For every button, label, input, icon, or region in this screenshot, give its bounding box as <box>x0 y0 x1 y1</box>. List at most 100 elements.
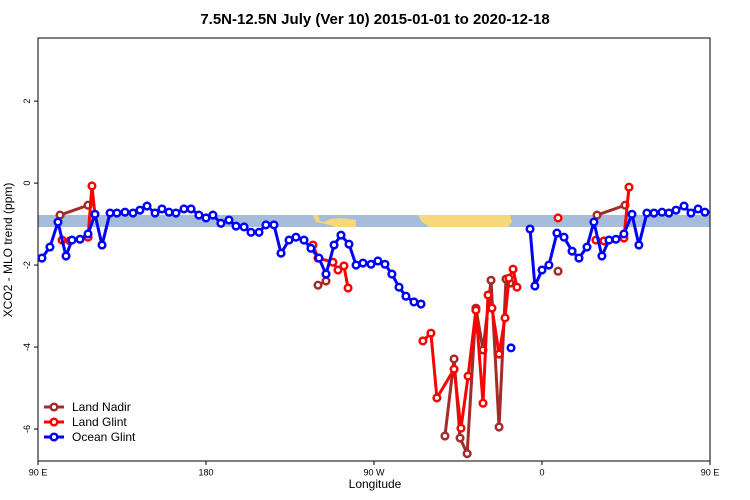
data-point <box>171 208 181 218</box>
data-point <box>112 208 122 218</box>
data-point <box>409 297 419 307</box>
data-point <box>246 227 256 237</box>
data-point <box>53 217 63 227</box>
data-point <box>418 336 428 346</box>
data-point <box>582 242 592 252</box>
data-point <box>537 265 547 275</box>
data-point <box>486 275 496 285</box>
data-point <box>462 449 472 459</box>
data-point <box>432 393 442 403</box>
data-point <box>351 260 361 270</box>
data-point <box>142 201 152 211</box>
data-point <box>449 364 459 374</box>
data-point <box>373 256 383 266</box>
y-tick-label: 2 <box>22 99 32 104</box>
legend-label: Land Glint <box>72 415 127 429</box>
data-point <box>634 240 644 250</box>
data-point <box>164 207 174 217</box>
legend-label: Land Nadir <box>72 400 131 414</box>
data-point <box>525 224 535 234</box>
data-point <box>150 208 160 218</box>
data-point <box>179 204 189 214</box>
data-point <box>494 422 504 432</box>
data-point <box>455 433 465 443</box>
data-point <box>380 259 390 269</box>
data-point <box>559 232 569 242</box>
data-point <box>55 210 65 220</box>
legend-marker <box>49 417 59 427</box>
data-point <box>494 349 504 359</box>
data-point <box>344 239 354 249</box>
series <box>55 200 630 459</box>
data-point <box>194 210 204 220</box>
data-point <box>224 215 234 225</box>
y-tick-label: -2 <box>22 261 32 269</box>
data-point <box>553 266 563 276</box>
x-tick-label: 90 E <box>29 467 48 477</box>
data-point <box>604 235 614 245</box>
x-axis-label: Longitude <box>349 477 402 491</box>
data-point <box>87 181 97 191</box>
data-point <box>686 208 696 218</box>
data-point <box>449 354 459 364</box>
data-point <box>553 213 563 223</box>
data-point <box>45 242 55 252</box>
data-point <box>440 431 450 441</box>
data-point <box>693 204 703 214</box>
data-point <box>679 201 689 211</box>
data-point <box>90 209 100 219</box>
data-point <box>314 253 324 263</box>
data-point <box>483 290 493 300</box>
data-point <box>504 273 514 283</box>
data-point <box>269 220 279 230</box>
data-point <box>329 240 339 250</box>
x-tick-label: 180 <box>198 467 213 477</box>
data-point <box>306 243 316 253</box>
data-point <box>416 299 426 309</box>
x-tick-label: 90 W <box>363 467 385 477</box>
data-point <box>500 313 510 323</box>
data-point <box>456 423 466 433</box>
data-point <box>128 208 138 218</box>
data-point <box>508 264 518 274</box>
data-point <box>208 210 218 220</box>
data-point <box>254 227 264 237</box>
data-point <box>75 234 85 244</box>
legend-marker <box>49 432 59 442</box>
data-point <box>333 265 343 275</box>
data-point <box>487 303 497 313</box>
data-point <box>463 371 473 381</box>
data-point <box>67 235 77 245</box>
data-point <box>321 269 331 279</box>
data-point <box>478 398 488 408</box>
data-point <box>157 204 167 214</box>
data-point <box>657 207 667 217</box>
data-point <box>284 235 294 245</box>
data-point <box>574 253 584 263</box>
legend-marker <box>49 402 59 412</box>
data-point <box>120 207 130 217</box>
data-point <box>135 205 145 215</box>
y-tick-label: -6 <box>22 425 32 433</box>
data-point <box>358 258 368 268</box>
data-point <box>339 261 349 271</box>
data-point <box>37 253 47 263</box>
data-point <box>216 218 226 228</box>
data-point <box>336 230 346 240</box>
series <box>37 201 710 353</box>
data-point <box>343 283 353 293</box>
data-point <box>97 240 107 250</box>
data-point <box>624 182 634 192</box>
data-point <box>201 213 211 223</box>
data-point <box>401 291 411 301</box>
data-point <box>186 204 196 214</box>
data-point <box>567 246 577 256</box>
data-point <box>387 269 397 279</box>
map-strip <box>38 215 710 227</box>
x-tick-label: 90 E <box>701 467 720 477</box>
y-tick-label: -4 <box>22 343 32 351</box>
data-point <box>231 221 241 231</box>
data-point <box>671 205 681 215</box>
data-point <box>544 260 554 270</box>
